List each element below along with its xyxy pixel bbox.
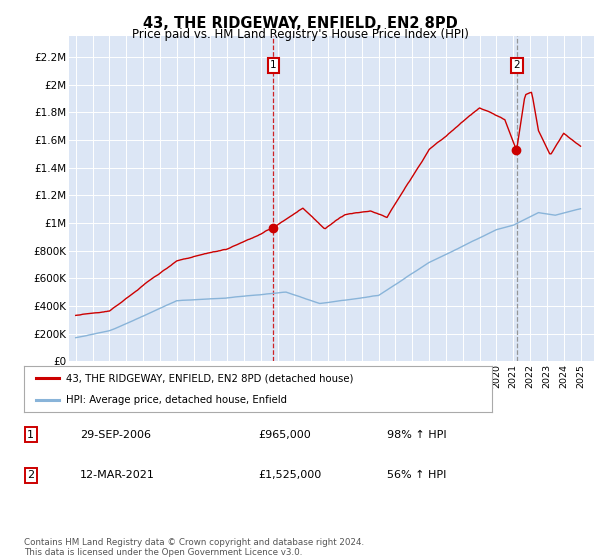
Text: 43, THE RIDGEWAY, ENFIELD, EN2 8PD (detached house): 43, THE RIDGEWAY, ENFIELD, EN2 8PD (deta… [66, 373, 353, 383]
Text: 12-MAR-2021: 12-MAR-2021 [80, 470, 155, 480]
Text: 56% ↑ HPI: 56% ↑ HPI [387, 470, 446, 480]
Text: 2: 2 [27, 470, 34, 480]
Text: Contains HM Land Registry data © Crown copyright and database right 2024.
This d: Contains HM Land Registry data © Crown c… [24, 538, 364, 557]
Text: £1,525,000: £1,525,000 [259, 470, 322, 480]
Text: 29-SEP-2006: 29-SEP-2006 [80, 430, 151, 440]
Text: 2: 2 [513, 60, 520, 71]
Text: 1: 1 [270, 60, 277, 71]
Text: HPI: Average price, detached house, Enfield: HPI: Average price, detached house, Enfi… [66, 395, 287, 405]
Text: 1: 1 [27, 430, 34, 440]
Text: £965,000: £965,000 [259, 430, 311, 440]
Text: 43, THE RIDGEWAY, ENFIELD, EN2 8PD: 43, THE RIDGEWAY, ENFIELD, EN2 8PD [143, 16, 457, 31]
Text: Price paid vs. HM Land Registry's House Price Index (HPI): Price paid vs. HM Land Registry's House … [131, 28, 469, 41]
Text: 98% ↑ HPI: 98% ↑ HPI [387, 430, 446, 440]
